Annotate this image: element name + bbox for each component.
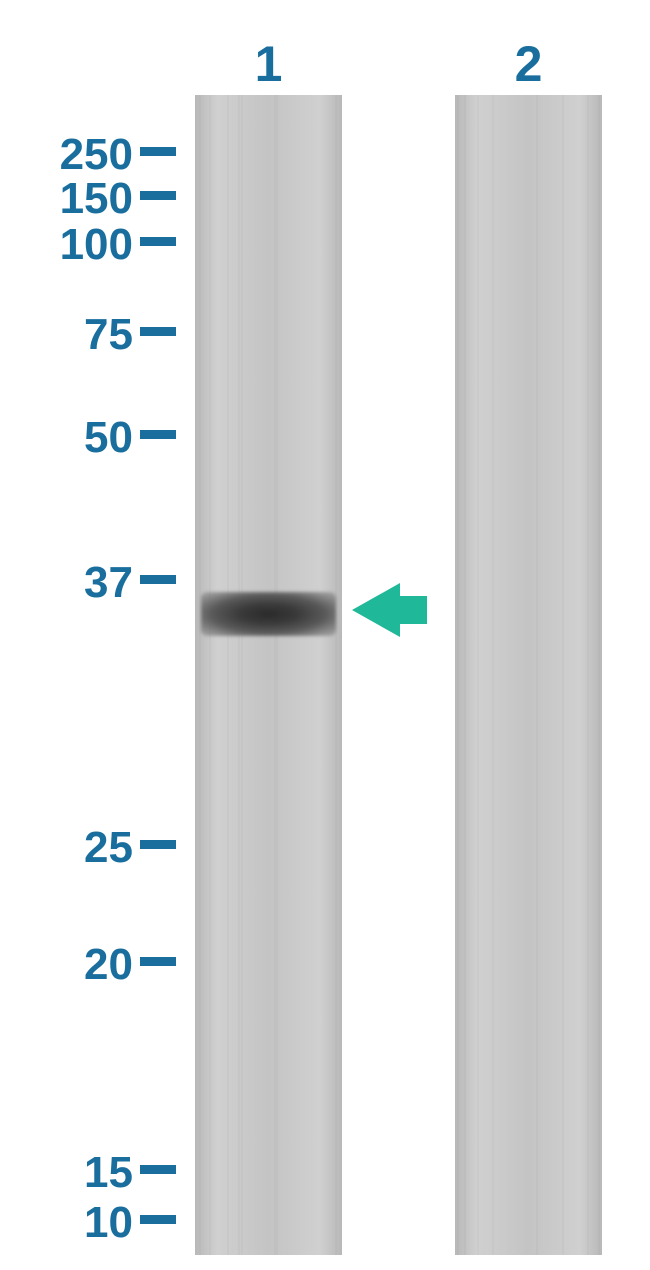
mw-tick-250 xyxy=(140,147,176,156)
mw-marker-250: 250 xyxy=(60,130,133,180)
mw-tick-20 xyxy=(140,957,176,966)
lane-2 xyxy=(455,95,602,1255)
mw-marker-15: 15 xyxy=(84,1148,133,1198)
mw-marker-75: 75 xyxy=(84,310,133,360)
protein-band-1 xyxy=(201,592,336,636)
mw-tick-100 xyxy=(140,237,176,246)
mw-tick-37 xyxy=(140,575,176,584)
lane-1 xyxy=(195,95,342,1255)
mw-tick-50 xyxy=(140,430,176,439)
band-indicator-arrow-tail xyxy=(400,596,427,624)
mw-tick-25 xyxy=(140,840,176,849)
mw-tick-10 xyxy=(140,1215,176,1224)
lane-header-1: 1 xyxy=(249,35,289,93)
mw-marker-25: 25 xyxy=(84,823,133,873)
mw-marker-50: 50 xyxy=(84,413,133,463)
mw-marker-100: 100 xyxy=(60,220,133,270)
mw-marker-20: 20 xyxy=(84,940,133,990)
band-indicator-arrow-head xyxy=(352,583,400,637)
mw-marker-37: 37 xyxy=(84,558,133,608)
mw-marker-150: 150 xyxy=(60,174,133,224)
mw-tick-75 xyxy=(140,327,176,336)
mw-marker-10: 10 xyxy=(84,1198,133,1248)
lane-header-2: 2 xyxy=(509,35,549,93)
mw-tick-15 xyxy=(140,1165,176,1174)
mw-tick-150 xyxy=(140,191,176,200)
